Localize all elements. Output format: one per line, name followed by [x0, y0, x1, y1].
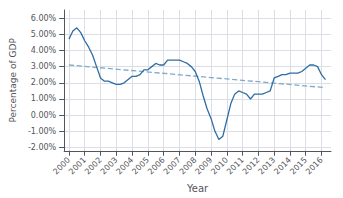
svg-text:2014: 2014 — [272, 156, 293, 177]
svg-text:2009: 2009 — [193, 156, 214, 177]
svg-text:3.00%: 3.00% — [31, 62, 57, 71]
svg-text:2008: 2008 — [178, 156, 199, 177]
svg-text:2007: 2007 — [162, 156, 183, 177]
svg-text:-2.00%: -2.00% — [28, 143, 57, 152]
svg-text:2010: 2010 — [209, 156, 230, 177]
svg-text:2004: 2004 — [115, 156, 136, 177]
svg-text:2016: 2016 — [304, 156, 325, 177]
svg-text:2001: 2001 — [67, 156, 88, 177]
svg-text:2011: 2011 — [225, 156, 246, 177]
svg-text:2002: 2002 — [83, 156, 104, 177]
svg-text:2015: 2015 — [288, 156, 309, 177]
svg-text:2005: 2005 — [130, 156, 151, 177]
svg-text:Percentage of GDP: Percentage of GDP — [8, 38, 18, 123]
svg-text:2013: 2013 — [257, 156, 278, 177]
svg-text:6.00%: 6.00% — [31, 14, 57, 23]
svg-text:2006: 2006 — [146, 156, 167, 177]
svg-text:2012: 2012 — [241, 156, 262, 177]
svg-text:0.00%: 0.00% — [31, 111, 57, 120]
svg-text:2000: 2000 — [51, 156, 72, 177]
svg-text:1.00%: 1.00% — [31, 94, 57, 103]
svg-text:2.00%: 2.00% — [31, 78, 57, 87]
svg-text:Year: Year — [186, 183, 209, 194]
svg-text:-1.00%: -1.00% — [28, 127, 57, 136]
svg-text:4.00%: 4.00% — [31, 46, 57, 55]
svg-text:2003: 2003 — [99, 156, 120, 177]
svg-text:5.00%: 5.00% — [31, 30, 57, 39]
